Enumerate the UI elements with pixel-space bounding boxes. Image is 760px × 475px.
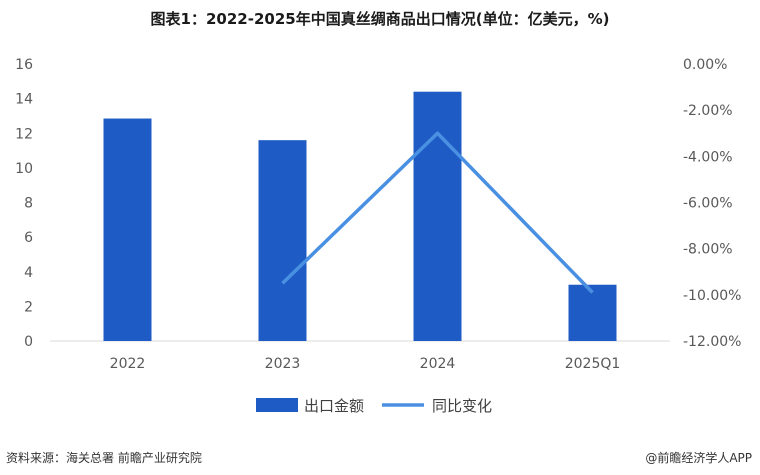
y-right-tick-label: -6.00% (683, 196, 733, 212)
chart-plot: 0 2 4 6 8 10 12 14 16 -12.00% -10.00% -8.00% -6.00% -… (15, 57, 741, 415)
y-right-tick-label: -8.00% (683, 242, 733, 258)
y-left-tick-label: 14 (15, 92, 33, 108)
legend-label-bar: 出口金额 (304, 397, 364, 415)
legend-label-line: 同比变化 (432, 397, 492, 415)
y-right-tick-label: -4.00% (683, 149, 733, 165)
bar (103, 118, 152, 341)
y-right-tick-label: -2.00% (683, 103, 733, 119)
y-left-tick-label: 0 (24, 334, 33, 350)
x-tick-label: 2025Q1 (565, 356, 621, 372)
x-tick-label: 2023 (265, 356, 301, 372)
y-left-tick-label: 8 (24, 196, 33, 212)
source-note: 资料来源：海关总署 前瞻产业研究院 (6, 451, 202, 465)
chart-title: 图表1：2022-2025年中国真丝绸商品出口情况(单位：亿美元，%) (150, 10, 610, 28)
y-left-tick-label: 6 (24, 230, 33, 246)
line-series (281, 131, 594, 294)
x-tick-label: 2022 (110, 356, 146, 372)
bar (568, 284, 617, 341)
y-left-tick-label: 4 (24, 265, 33, 281)
y-left-tick-label: 10 (15, 161, 33, 177)
bar (258, 140, 307, 341)
y-right-tick-label: 0.00% (683, 57, 727, 73)
y-right-tick-label: -12.00% (683, 334, 741, 350)
brand-credit: @前瞻经济学人APP (645, 451, 752, 465)
y-left-tick-label: 12 (15, 126, 33, 142)
footer: 资料来源：海关总署 前瞻产业研究院 @前瞻经济学人APP (0, 445, 760, 475)
x-tick-label: 2024 (420, 356, 456, 372)
bar (413, 91, 462, 341)
y-right-tick-label: -10.00% (683, 288, 741, 304)
y-left-tick-label: 16 (15, 57, 33, 73)
y-left-tick-label: 2 (24, 299, 33, 315)
legend-swatch-bar (256, 398, 298, 412)
